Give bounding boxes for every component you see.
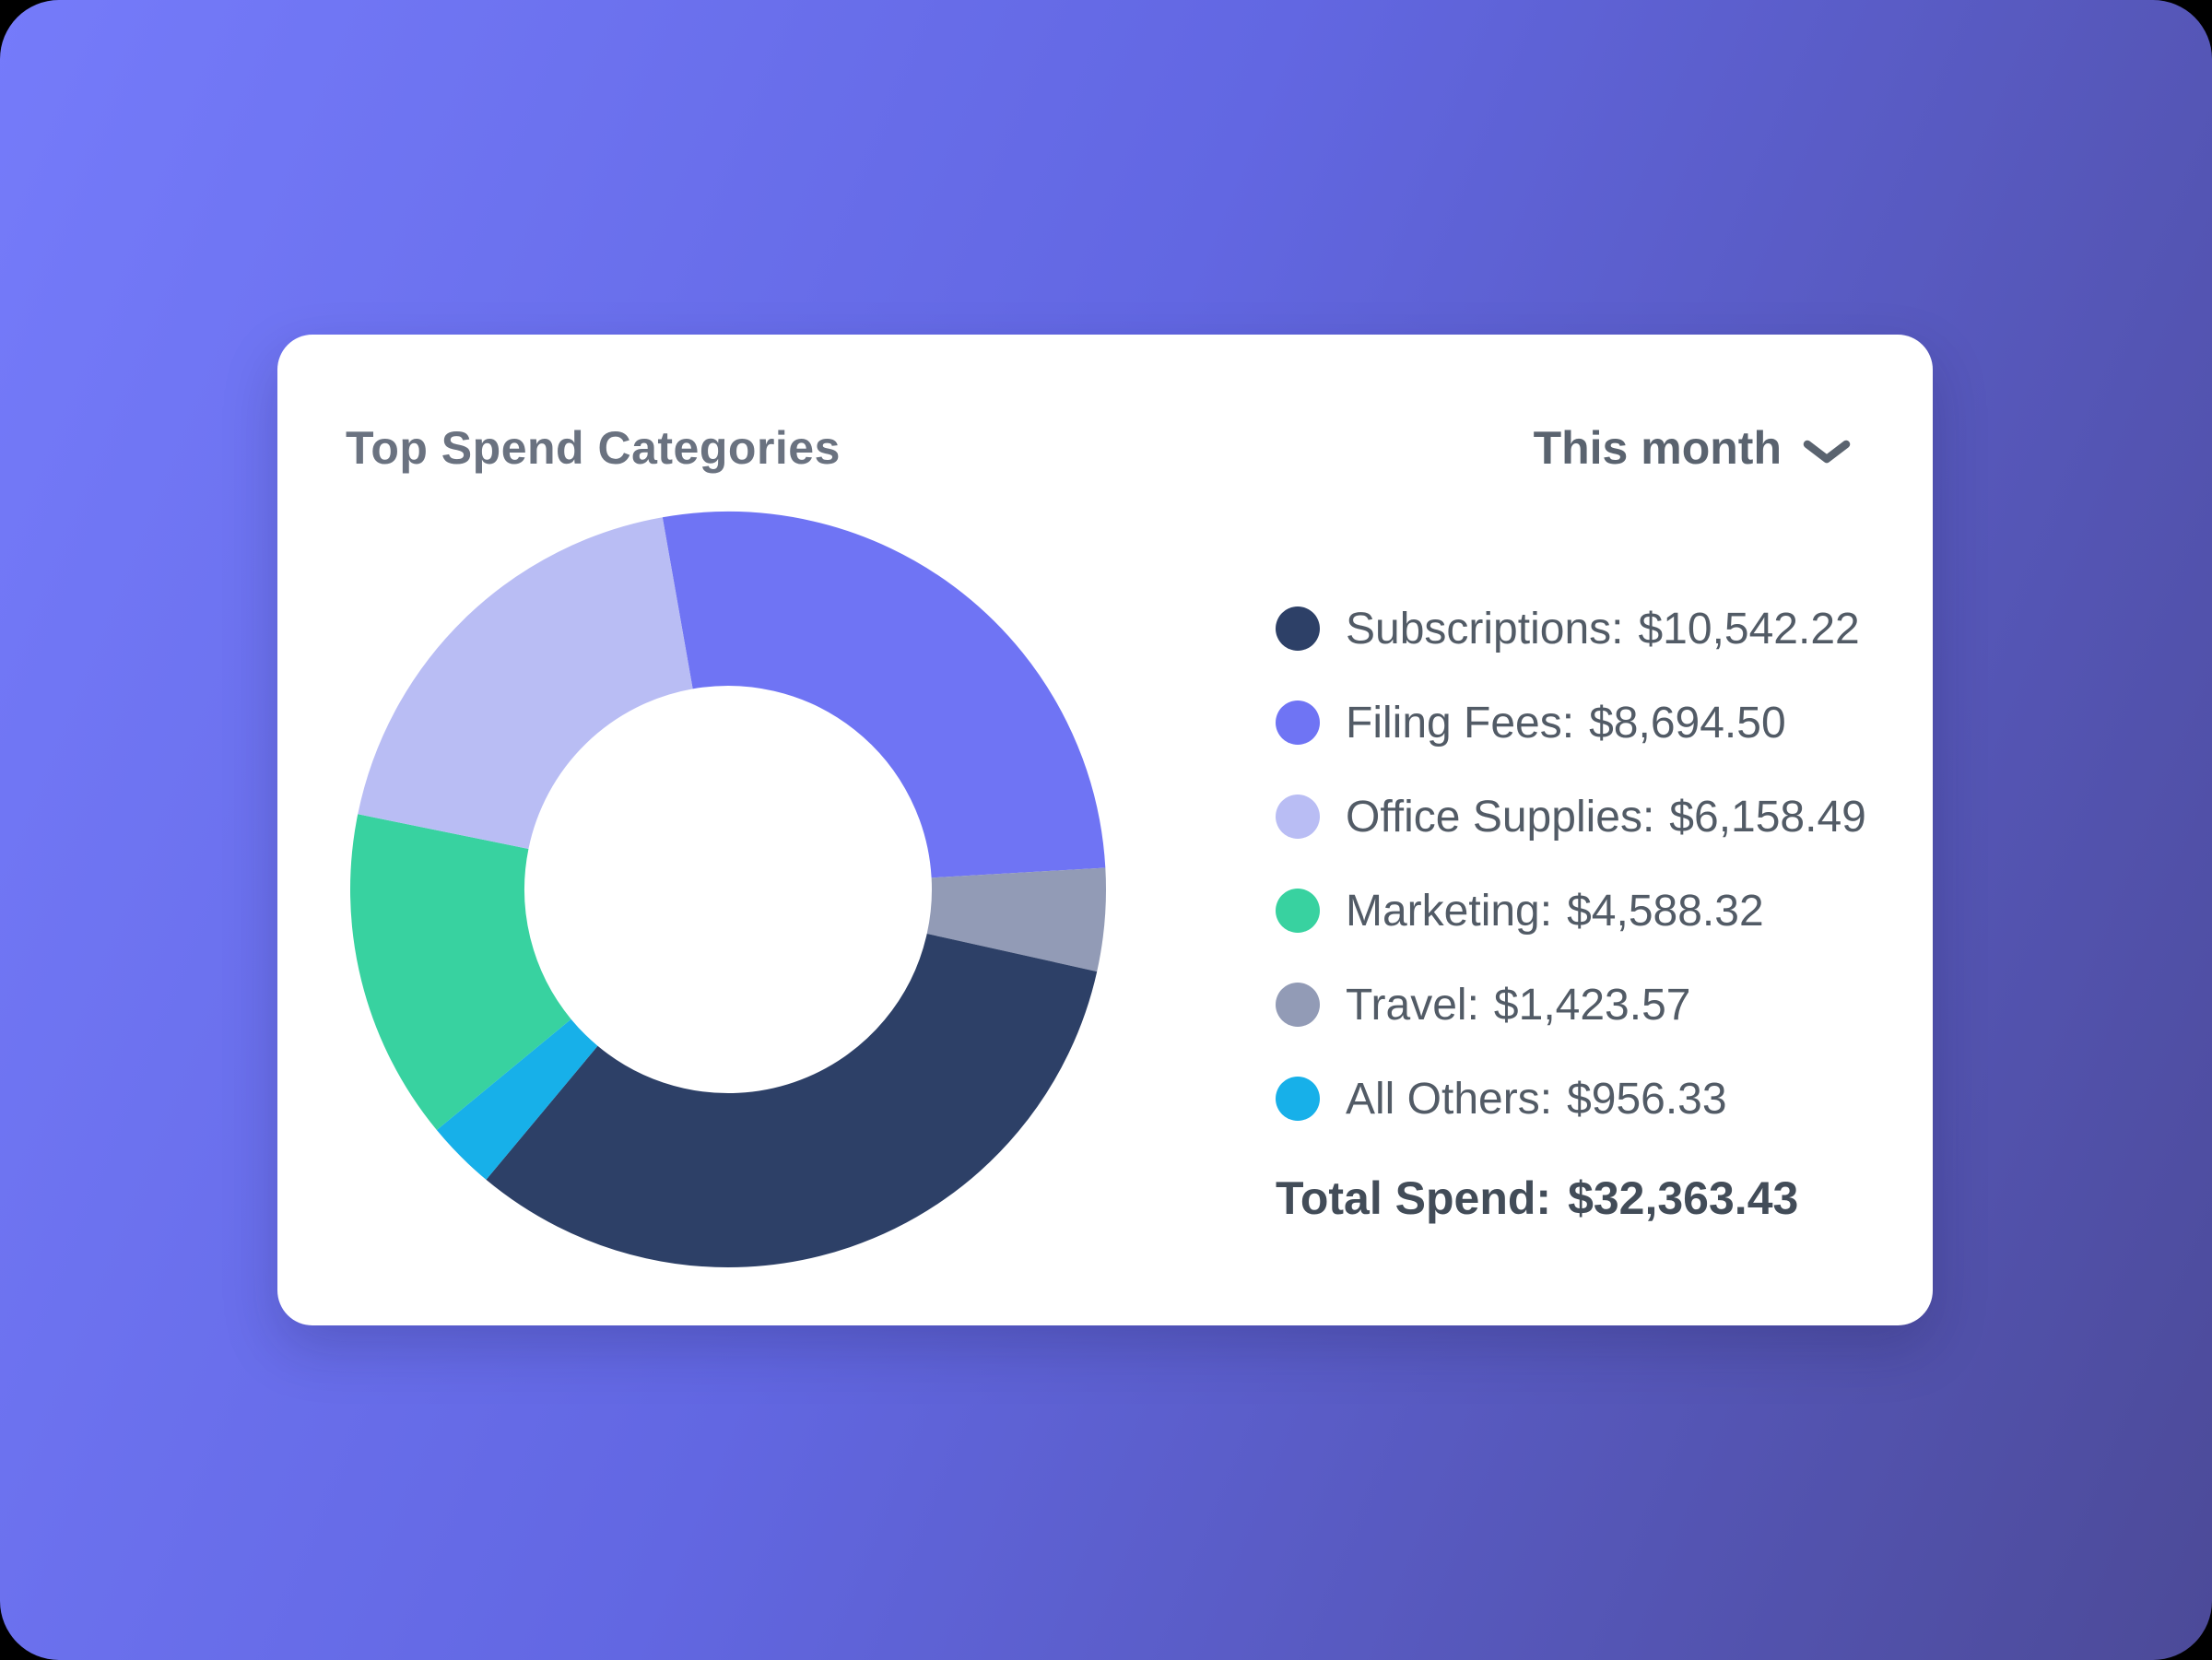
legend-amount: $956.33 <box>1567 1074 1727 1124</box>
legend-dot-marketing <box>1276 889 1320 933</box>
legend-label: Travel: <box>1346 980 1479 1030</box>
total-spend-label: Total Spend: <box>1276 1172 1552 1224</box>
legend-label: Office Supplies: <box>1346 792 1655 842</box>
legend-amount: $4,588.32 <box>1567 886 1764 936</box>
legend-amount: $10,542.22 <box>1638 604 1860 653</box>
legend-row-marketing: Marketing: $4,588.32 <box>1276 886 1866 936</box>
legend-label: All Others: <box>1346 1074 1553 1124</box>
period-label: This month <box>1533 422 1782 474</box>
total-spend: Total Spend: $32,363.43 <box>1276 1171 1798 1225</box>
legend-dot-office-supplies <box>1276 795 1320 839</box>
legend-row-office-supplies: Office Supplies: $6,158.49 <box>1276 792 1866 842</box>
donut-slice-subscriptions[interactable] <box>486 932 1098 1267</box>
donut-slice-office-supplies[interactable] <box>358 517 695 851</box>
chevron-down-icon <box>1802 430 1852 465</box>
card-title: Top Spend Categories <box>346 422 841 474</box>
spend-categories-card: Top Spend Categories This month Subscrip… <box>277 335 1933 1325</box>
legend-amount: $6,158.49 <box>1669 792 1866 842</box>
legend-label: Marketing: <box>1346 886 1553 936</box>
legend-amount: $1,423.57 <box>1493 980 1691 1030</box>
legend-row-travel: Travel: $1,423.57 <box>1276 980 1866 1030</box>
donut-slice-travel[interactable] <box>926 867 1106 972</box>
donut-slice-filing-fees[interactable] <box>662 512 1106 880</box>
period-selector[interactable]: This month <box>1534 421 1852 475</box>
donut-slice-all-others[interactable] <box>436 1018 600 1180</box>
legend: Subscriptions: $10,542.22 Filing Fees: $8,6… <box>1276 604 1866 1171</box>
legend-amount: $8,694.50 <box>1589 698 1786 748</box>
legend-row-filing-fees: Filing Fees: $8,694.50 <box>1276 698 1866 748</box>
legend-row-subscriptions: Subscriptions: $10,542.22 <box>1276 604 1866 653</box>
donut-slice-marketing[interactable] <box>350 814 572 1131</box>
legend-label: Subscriptions: <box>1346 604 1624 653</box>
legend-row-all-others: All Others: $956.33 <box>1276 1074 1866 1124</box>
legend-label: Filing Fees: <box>1346 698 1575 748</box>
donut-chart <box>341 502 1115 1277</box>
legend-dot-travel <box>1276 983 1320 1027</box>
total-spend-amount: $32,363.43 <box>1568 1172 1799 1224</box>
legend-dot-all-others <box>1276 1077 1320 1121</box>
legend-dot-subscriptions <box>1276 606 1320 651</box>
legend-dot-filing-fees <box>1276 700 1320 745</box>
